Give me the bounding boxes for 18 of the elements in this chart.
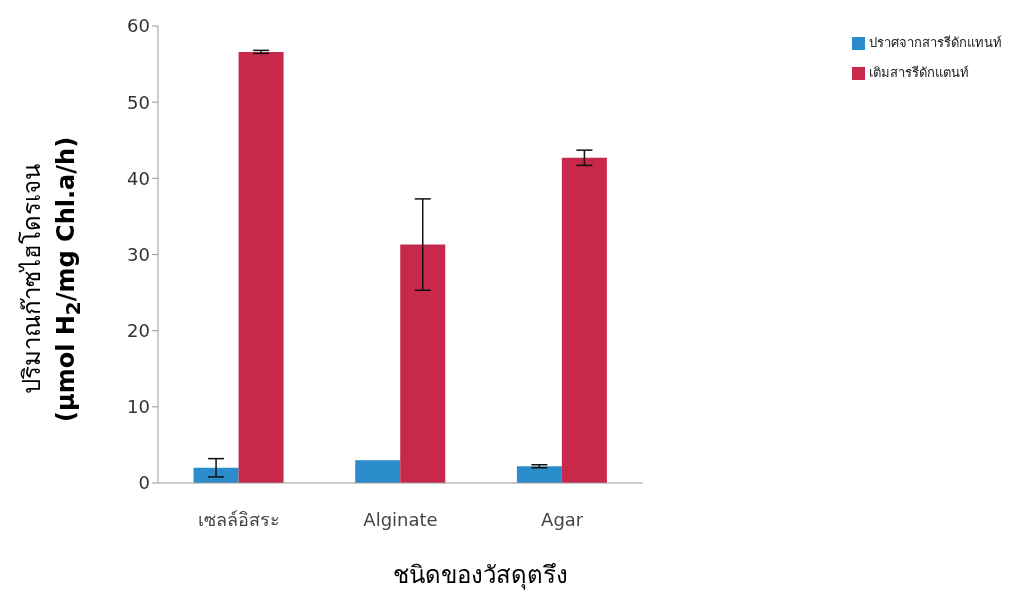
bar bbox=[400, 244, 446, 483]
bar bbox=[355, 460, 401, 483]
x-tick-label: เซลล์อิสระ bbox=[197, 508, 280, 530]
legend-label: ปราศจากสารรีดักแทนท์ bbox=[869, 35, 1002, 50]
x-tick-label: Agar bbox=[541, 508, 584, 530]
x-tick-label: Alginate bbox=[363, 508, 438, 530]
y-tick-label: 20 bbox=[127, 320, 150, 342]
y-tick-label: 40 bbox=[127, 167, 150, 189]
legend-label: เติมสารรีดักแตนท์ bbox=[869, 65, 969, 80]
y-tick-label: 0 bbox=[138, 472, 150, 494]
y-tick-label: 10 bbox=[127, 396, 150, 418]
x-axis-title: ชนิดของวัสดุตรึง bbox=[392, 560, 569, 592]
bar bbox=[516, 466, 562, 483]
bar bbox=[238, 51, 284, 483]
y-tick-label: 50 bbox=[127, 91, 150, 113]
y-tick-label: 60 bbox=[127, 15, 150, 37]
y-tick-label: 30 bbox=[127, 243, 150, 265]
bar bbox=[561, 157, 607, 483]
